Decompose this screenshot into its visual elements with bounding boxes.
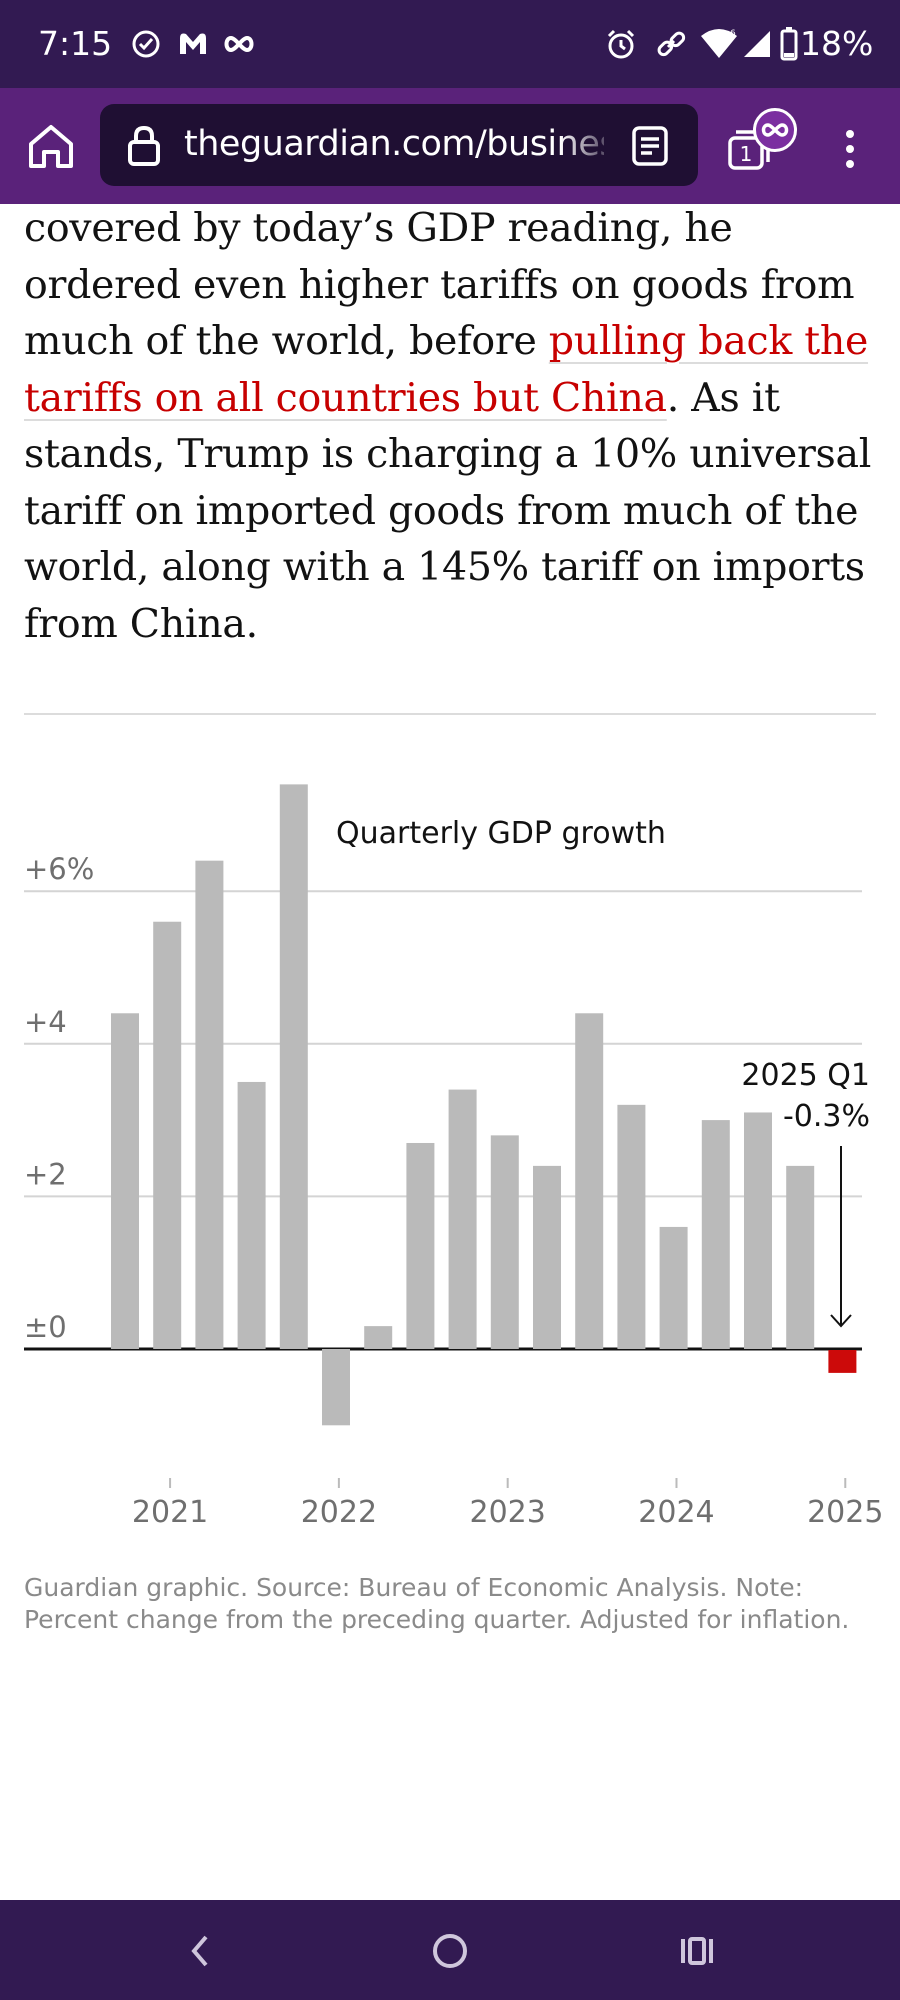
gdp-growth-chart: +6% +4 +2 ±0 2021 2022 2023 2024 2025 Quarterly… [24,784,883,1530]
bar [617,1104,646,1349]
bar [153,921,182,1349]
chart-footnote: Guardian graphic. Source: Bureau of Econ… [24,1573,850,1634]
article-text-before: covered by today’s GDP reading, he order… [24,205,855,364]
home-icon[interactable] [24,120,78,174]
article-paragraph: covered by today’s GDP reading, he order… [24,200,874,652]
bar [406,1142,435,1349]
infinity-badge-icon [753,108,797,152]
highlight-bar [828,1350,857,1373]
system-nav-bar [0,1900,900,2000]
bar [490,1135,519,1349]
chart-title: Quarterly GDP growth [336,816,666,851]
wifi-icon: 6 [700,22,738,66]
recents-icon[interactable] [672,1926,722,1976]
bar [279,784,308,1349]
lock-icon[interactable] [124,124,164,168]
x-tick-label: 2025 [807,1495,883,1530]
url-fade [560,104,620,186]
reader-mode-icon[interactable] [628,124,672,168]
status-bar: 7:15 6 18% [0,0,900,88]
annotation-label: 2025 Q1 [741,1058,870,1093]
status-time: 7:15 [38,24,113,63]
url-text[interactable]: theguardian.com/business [184,124,604,164]
section-divider [24,713,876,715]
x-tick-label: 2021 [132,1495,208,1530]
annotation-arrow-head [830,1314,852,1328]
bar [237,1081,266,1349]
bar [744,1112,772,1349]
latest-quarter-annotation: 2025 Q1 -0.3% [741,1058,870,1328]
article-text-after: . As it stands, Trump is charging a 10% … [24,374,872,647]
y-axis-labels: +6% +4 +2 ±0 [24,852,94,1344]
alarm-icon [604,22,638,66]
tab-count: 1 [740,142,753,166]
address-bar[interactable]: theguardian.com/business [100,104,698,186]
bar [111,1013,139,1349]
infinity-icon [222,22,256,66]
x-tick-label: 2023 [470,1495,546,1530]
y-tick-label: +6% [24,852,94,886]
back-icon[interactable] [176,1926,226,1976]
annotation-value: -0.3% [783,1099,870,1134]
tariff-article-link[interactable]: pulling back the tariffs on all countrie… [24,318,869,421]
bar [701,1120,730,1349]
link-icon [654,22,688,66]
bar [786,1165,815,1349]
home-nav-icon[interactable] [425,1926,475,1976]
y-tick-label: +2 [24,1157,67,1191]
x-tick-label: 2022 [301,1495,377,1530]
svg-text:6: 6 [730,29,736,39]
y-tick-label: +4 [24,1005,67,1039]
chart-gridlines [24,890,862,1351]
bar [575,1013,604,1349]
battery-icon [780,22,798,66]
bar [659,1226,688,1349]
bar [364,1326,393,1349]
check-circle-icon [130,22,162,66]
bar [322,1349,350,1426]
browser-toolbar: theguardian.com/business 1 [0,88,900,204]
bar [195,860,224,1349]
y-tick-label: ±0 [24,1310,67,1344]
bar [448,1089,477,1349]
x-tick-label: 2024 [638,1495,714,1530]
app-m-icon [176,22,210,66]
battery-percent: 18% [800,24,874,63]
more-options-icon[interactable] [832,126,868,172]
signal-icon [742,22,772,66]
chart-bars [111,784,857,1426]
bar [533,1165,561,1349]
x-axis-labels: 2021 2022 2023 2024 2025 [132,1478,883,1530]
